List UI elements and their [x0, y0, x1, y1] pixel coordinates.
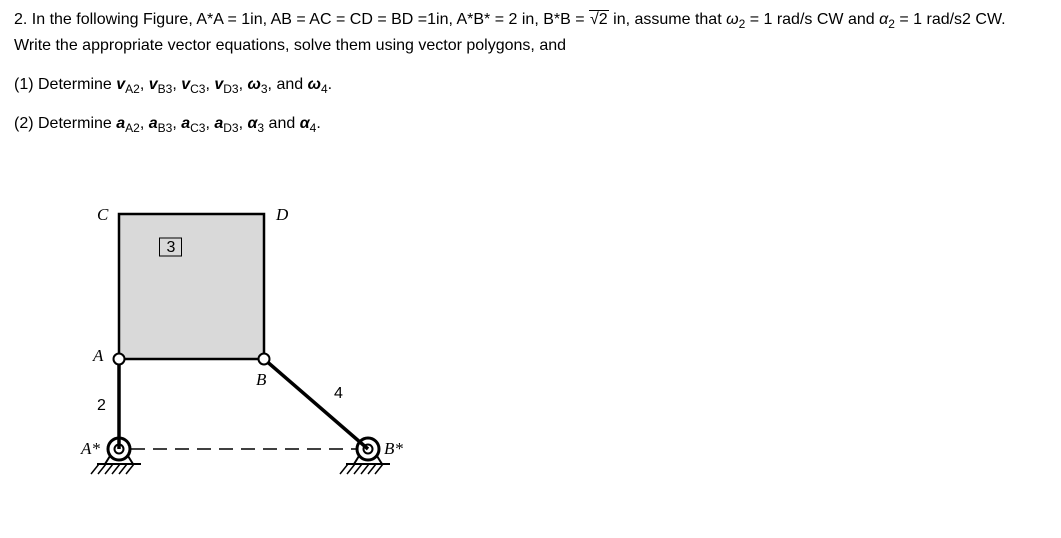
omega-sym: ω	[726, 11, 738, 28]
c5: ,	[140, 115, 149, 132]
svg-text:C: C	[97, 205, 109, 224]
aC3-sub: C3	[190, 122, 205, 136]
question-1: (1) Determine vA2, vB3, vC3, vD3, ω3, an…	[14, 73, 1047, 99]
q2-lead: (2) Determine	[14, 115, 116, 132]
svg-text:2: 2	[97, 397, 106, 414]
sqrt2: √2	[589, 10, 609, 28]
vB3-v: v	[149, 76, 158, 93]
vC3-v: v	[181, 76, 190, 93]
al3-a: α	[248, 115, 258, 132]
and2: and	[264, 115, 300, 132]
intro-part-3: = 1 rad/s CW and	[745, 11, 879, 28]
and1: , and	[268, 76, 308, 93]
svg-text:B: B	[256, 370, 267, 389]
svg-text:D: D	[275, 205, 289, 224]
w3-w: ω	[248, 76, 261, 93]
p1: .	[328, 76, 332, 93]
intro-part-2: in, assume that	[609, 11, 726, 28]
w4-sub: 4	[321, 82, 328, 96]
c6: ,	[172, 115, 181, 132]
c1: ,	[140, 76, 149, 93]
aB3-sub: B3	[158, 122, 173, 136]
aD3-a: a	[214, 115, 223, 132]
alpha-sym: α	[879, 11, 888, 28]
c2: ,	[172, 76, 181, 93]
vC3-sub: C3	[190, 82, 205, 96]
aA2-sub: A2	[125, 122, 140, 136]
svg-text:3: 3	[167, 239, 176, 256]
question-2: (2) Determine aA2, aB3, aC3, aD3, α3 and…	[14, 112, 1047, 138]
aA2-a: a	[116, 115, 125, 132]
aB3-a: a	[149, 115, 158, 132]
q1-lead: (1) Determine	[14, 76, 116, 93]
c4: ,	[239, 76, 248, 93]
figure-wrapper: C D A B 3 2 4 A* B*	[48, 156, 1047, 496]
problem-statement: 2. In the following Figure, A*A = 1in, A…	[14, 8, 1047, 59]
svg-text:A*: A*	[80, 439, 100, 458]
c8: ,	[239, 115, 248, 132]
aD3-sub: D3	[223, 122, 238, 136]
aC3-a: a	[181, 115, 190, 132]
svg-text:A: A	[92, 346, 104, 365]
vD3-v: v	[214, 76, 223, 93]
al4-a: α	[300, 115, 310, 132]
svg-text:B*: B*	[384, 439, 403, 458]
svg-text:4: 4	[334, 385, 343, 402]
w4-w: ω	[308, 76, 321, 93]
vB3-sub: B3	[158, 82, 173, 96]
vA2-v: v	[116, 76, 125, 93]
page-container: 2. In the following Figure, A*A = 1in, A…	[0, 0, 1061, 516]
intro-part-1: 2. In the following Figure, A*A = 1in, A…	[14, 11, 589, 28]
p2: .	[316, 115, 320, 132]
w3-sub: 3	[261, 82, 268, 96]
alpha-sub: 2	[888, 17, 895, 31]
vA2-sub: A2	[125, 82, 140, 96]
mechanism-figure: C D A B 3 2 4 A* B*	[48, 156, 418, 491]
vD3-sub: D3	[223, 82, 238, 96]
